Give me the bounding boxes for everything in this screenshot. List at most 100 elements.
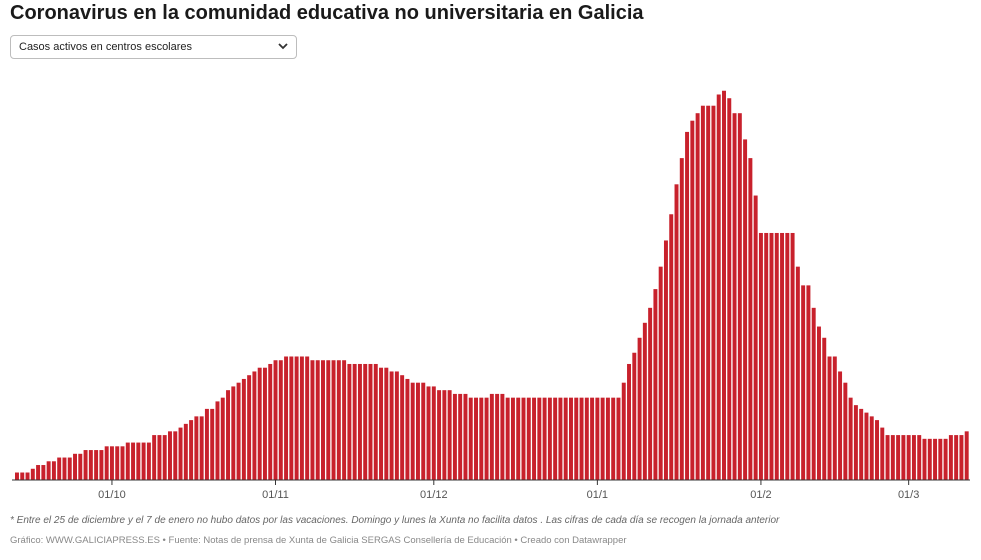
bar[interactable] (811, 307, 816, 480)
bar[interactable] (57, 457, 62, 480)
bar[interactable] (73, 453, 77, 480)
bar[interactable] (120, 446, 125, 480)
bar[interactable] (685, 131, 690, 480)
bar[interactable] (379, 367, 384, 480)
bar[interactable] (653, 289, 658, 480)
bar[interactable] (600, 397, 605, 480)
bar[interactable] (146, 442, 151, 480)
bar[interactable] (795, 266, 800, 480)
bar[interactable] (431, 386, 436, 480)
bar[interactable] (616, 397, 621, 480)
bar[interactable] (410, 382, 415, 480)
bar[interactable] (357, 363, 362, 480)
bar[interactable] (790, 232, 795, 480)
bar[interactable] (336, 360, 341, 480)
bar[interactable] (880, 427, 885, 480)
bar[interactable] (579, 397, 584, 480)
bar[interactable] (674, 184, 679, 480)
bar[interactable] (716, 94, 721, 481)
bar[interactable] (843, 382, 848, 480)
bar[interactable] (595, 397, 600, 480)
bar[interactable] (215, 401, 220, 480)
bar[interactable] (885, 435, 890, 480)
bar[interactable] (563, 397, 568, 480)
bar[interactable] (484, 397, 489, 480)
bar[interactable] (183, 423, 188, 480)
bar[interactable] (611, 397, 616, 480)
bar[interactable] (331, 360, 336, 480)
bar[interactable] (758, 232, 763, 480)
bar[interactable] (115, 446, 120, 480)
bar[interactable] (838, 371, 843, 480)
bar[interactable] (236, 382, 241, 480)
bar[interactable] (690, 120, 695, 480)
bar[interactable] (51, 461, 56, 480)
bar[interactable] (679, 158, 684, 481)
bar[interactable] (706, 105, 711, 481)
bar[interactable] (727, 98, 732, 481)
bar[interactable] (479, 397, 484, 480)
bar[interactable] (442, 390, 447, 480)
bar[interactable] (389, 371, 394, 480)
bar[interactable] (637, 337, 642, 480)
bar[interactable] (848, 397, 853, 480)
bar[interactable] (505, 397, 510, 480)
bar[interactable] (415, 382, 420, 480)
bar[interactable] (262, 367, 267, 480)
bar[interactable] (943, 438, 948, 480)
bar[interactable] (816, 326, 821, 480)
bar[interactable] (226, 390, 231, 480)
bar[interactable] (88, 450, 93, 480)
bar[interactable] (911, 435, 916, 480)
bar[interactable] (67, 457, 72, 480)
bar[interactable] (15, 472, 19, 480)
bar[interactable] (722, 90, 726, 481)
bar[interactable] (489, 393, 494, 480)
bar[interactable] (289, 356, 294, 480)
bar[interactable] (774, 232, 779, 480)
bar[interactable] (152, 435, 157, 480)
bar[interactable] (315, 360, 320, 480)
bar[interactable] (526, 397, 531, 480)
bar[interactable] (590, 397, 595, 480)
bar[interactable] (168, 431, 172, 480)
bar[interactable] (806, 285, 811, 480)
bar[interactable] (131, 442, 136, 480)
bar[interactable] (373, 363, 378, 480)
bar[interactable] (25, 472, 30, 480)
bar[interactable] (342, 360, 347, 480)
bar[interactable] (189, 420, 194, 480)
bar[interactable] (753, 195, 758, 480)
bar[interactable] (933, 438, 938, 480)
bar[interactable] (906, 435, 911, 480)
bar[interactable] (832, 356, 837, 480)
bar[interactable] (458, 393, 463, 480)
bar[interactable] (695, 113, 700, 480)
bar[interactable] (642, 322, 647, 480)
bar[interactable] (426, 386, 431, 480)
bar[interactable] (532, 397, 537, 480)
bar[interactable] (801, 285, 806, 480)
bar[interactable] (495, 393, 500, 480)
bar[interactable] (663, 240, 668, 480)
bar[interactable] (310, 360, 315, 480)
bar[interactable] (41, 465, 46, 480)
bar[interactable] (141, 442, 146, 480)
bar[interactable] (194, 416, 199, 480)
bar[interactable] (204, 408, 209, 480)
bar[interactable] (621, 382, 626, 480)
bar[interactable] (405, 378, 410, 480)
bar[interactable] (299, 356, 304, 480)
bar[interactable] (780, 232, 785, 480)
bar[interactable] (542, 397, 547, 480)
bar[interactable] (162, 435, 167, 480)
bar[interactable] (447, 390, 452, 480)
bar[interactable] (321, 360, 325, 480)
bar[interactable] (658, 266, 663, 480)
bar[interactable] (859, 408, 864, 480)
bar[interactable] (99, 450, 104, 480)
bar[interactable] (400, 375, 405, 480)
bar[interactable] (769, 232, 774, 480)
bar[interactable] (711, 105, 716, 481)
bar[interactable] (959, 435, 964, 480)
